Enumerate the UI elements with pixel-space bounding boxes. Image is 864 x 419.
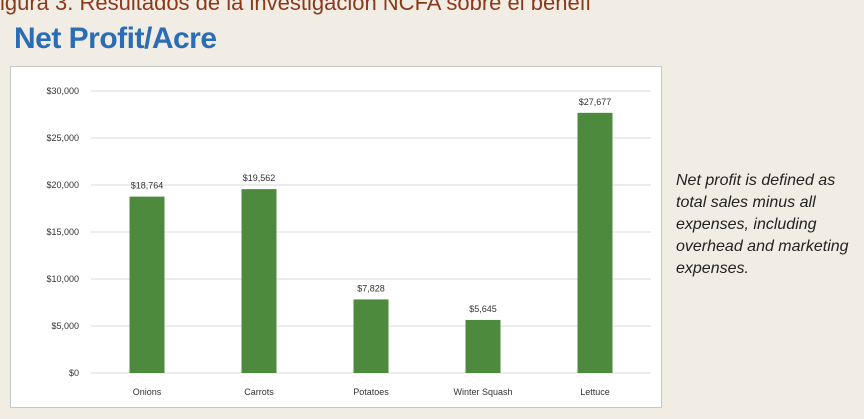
x-tick-label: Potatoes	[353, 387, 389, 397]
data-label: $5,645	[469, 304, 497, 314]
data-label: $7,828	[357, 283, 385, 293]
x-tick-label: Carrots	[244, 387, 274, 397]
x-tick-label: Onions	[133, 387, 162, 397]
bar	[577, 112, 613, 374]
data-label: $27,677	[579, 97, 612, 107]
profit-definition-note: Net profit is defined as total sales min…	[676, 172, 849, 277]
chart-title: Net Profit/Acre	[14, 22, 217, 55]
x-tick-label: Winter Squash	[453, 387, 512, 397]
y-tick-label: $15,000	[46, 227, 79, 237]
bar	[129, 196, 165, 373]
y-tick-label: $30,000	[46, 86, 79, 96]
bar-chart: $0 $5,000 $10,000 $15,000 $20,000 $25,000 $30,…	[46, 86, 651, 397]
chart-frame: $0 $5,000 $10,000 $15,000 $20,000 $25,000 $30,…	[10, 66, 662, 408]
y-tick-label: $20,000	[46, 180, 79, 190]
y-tick-label: $10,000	[46, 274, 79, 284]
bar	[465, 319, 501, 373]
y-tick-label: $0	[69, 368, 79, 378]
bar	[353, 299, 389, 373]
x-tick-label: Lettuce	[580, 387, 610, 397]
data-label: $19,562	[243, 173, 276, 183]
data-label: $18,764	[131, 181, 164, 191]
y-tick-label: $25,000	[46, 133, 79, 143]
bar	[241, 189, 277, 373]
figure-caption: igura 3. Resultados de la investigación …	[0, 0, 591, 15]
y-tick-label: $5,000	[51, 321, 79, 331]
